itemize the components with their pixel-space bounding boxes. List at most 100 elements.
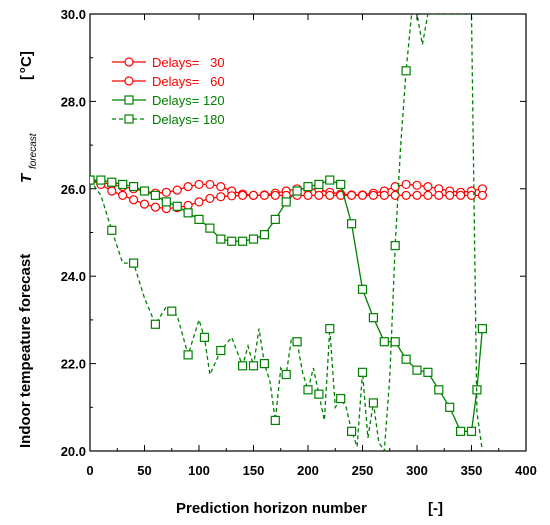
data-point [194,197,204,207]
data-point [347,426,357,436]
y-tick-label: 20.0 [61,444,86,459]
legend-label: Delays= 60 [152,74,225,89]
data-point [107,186,117,196]
data-point [357,190,368,200]
x-tick-label: 400 [515,463,537,478]
data-point [434,190,444,200]
legend-label: Delays= 30 [152,55,225,70]
data-point [150,319,160,329]
data-point [390,337,400,347]
data-point [248,361,259,371]
x-axis-unit: [-] [428,500,443,517]
data-point [216,182,226,192]
data-point [270,415,280,426]
data-point [227,236,237,246]
data-point [314,190,324,200]
legend-label: Delays= 120 [152,93,225,108]
y-axis-symbol: T forecast [18,132,39,183]
data-point [445,402,455,412]
data-point [401,179,411,190]
data-point [401,190,411,200]
data-point [205,223,215,233]
data-point [401,354,411,364]
x-tick-label: 350 [461,463,483,478]
data-point [183,182,193,192]
data-point [150,190,160,200]
y-axis-unit-rest: C] [18,51,35,67]
data-point [347,190,357,200]
data-point [118,190,128,200]
data-point [325,175,335,185]
data-point [139,186,150,196]
x-tick-label: 150 [243,463,265,478]
data-point [336,393,346,404]
data-point [347,219,357,229]
data-point [357,284,368,294]
data-point [412,365,422,375]
data-point [281,369,291,380]
data-point [292,186,302,196]
y-tick-label: 26.0 [61,182,86,197]
data-point [368,313,378,323]
legend: Delays= 30 Delays= 60 Delays= 120 Delays= 1… [112,55,225,127]
data-point [205,193,215,204]
data-point [150,202,160,212]
data-point [227,191,237,201]
plot-area [89,13,527,452]
y-axis-label: Indoor tempeature forecast [17,254,34,448]
y-axis-unit-sup: o [17,67,27,73]
series-layer [90,14,487,451]
data-point [172,201,182,211]
data-point [248,190,259,200]
legend-label: Delays= 180 [152,112,225,127]
data-point [434,385,444,395]
data-point [194,179,204,190]
data-point [259,230,269,240]
y-axis: 20.0 22.0 24.0 26.0 28.0 30.0 [61,7,526,459]
data-point [477,190,487,200]
data-point [161,197,171,207]
data-point [216,192,226,202]
data-point [107,225,117,235]
data-point [129,182,139,192]
data-point [325,324,335,334]
y-tick-label: 28.0 [61,94,86,109]
data-point [423,190,433,200]
data-point [270,214,280,224]
data-point [281,197,291,207]
data-point [456,190,466,200]
data-point [167,306,177,316]
data-point [379,337,389,347]
data-point [303,182,313,192]
y-tick-label: 24.0 [61,269,86,284]
data-point [107,177,117,187]
data-point [314,179,324,190]
x-tick-label: 200 [297,463,319,478]
data-point [172,185,182,195]
data-point [183,350,193,360]
data-point [477,324,487,334]
data-point [292,337,302,347]
y-axis-unit-open: [ [18,75,35,80]
data-point [199,332,210,342]
data-point [336,179,346,190]
data-point [216,345,226,356]
data-point [183,200,193,211]
x-tick-label: 100 [188,463,210,478]
data-point [129,195,139,205]
data-point [139,199,150,209]
data-point [270,190,280,200]
data-point [466,426,477,436]
data-point [412,190,422,200]
y-tick-label: 30.0 [61,7,86,22]
data-point [238,361,248,371]
data-point [248,234,259,244]
x-tick-label: 250 [352,463,374,478]
x-tick-label: 50 [137,463,151,478]
x-tick-label: 0 [86,463,93,478]
x-axis-label: Prediction horizon number [176,500,367,517]
data-point [390,182,400,192]
legend-marker [124,95,134,105]
data-point [412,180,422,190]
